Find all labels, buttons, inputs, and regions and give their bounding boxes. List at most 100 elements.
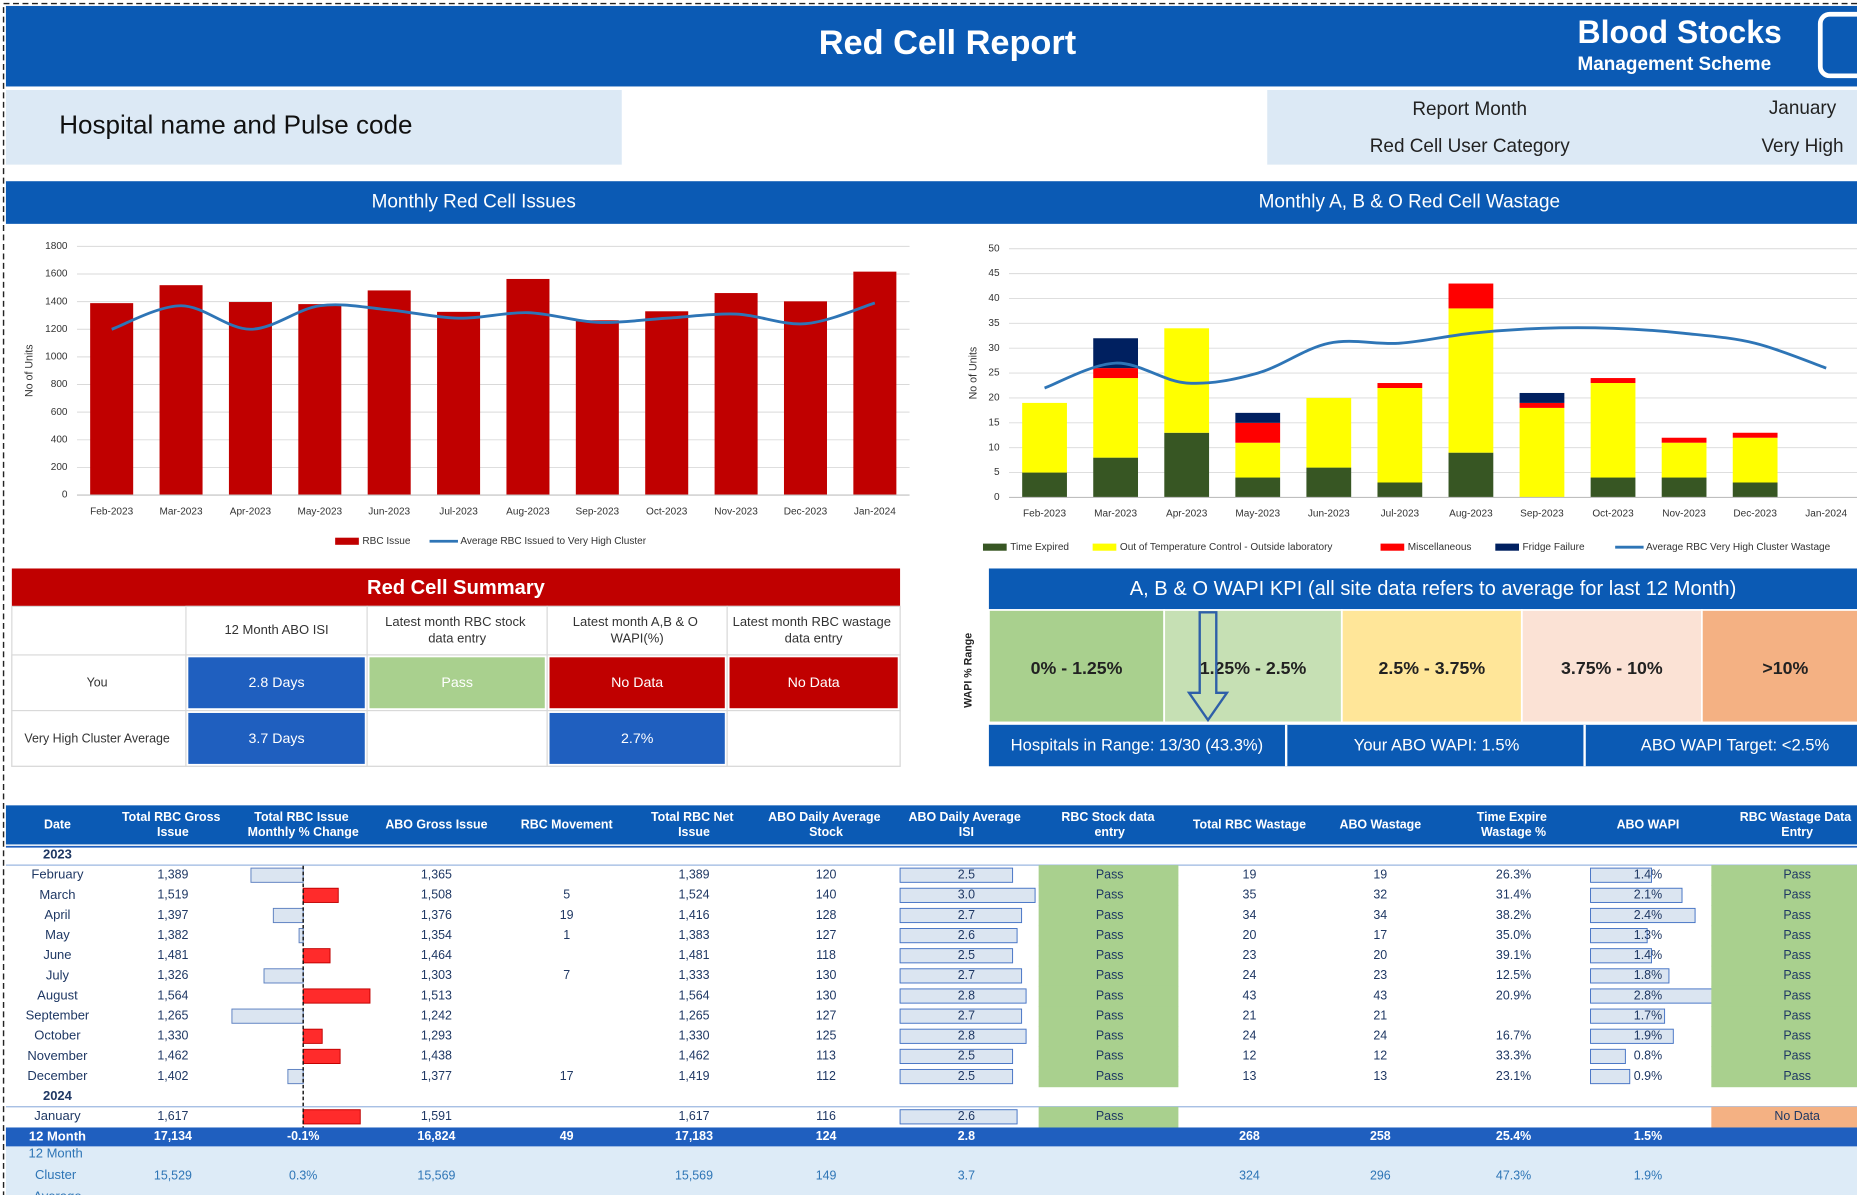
data-bar <box>899 867 1014 883</box>
bar <box>1448 452 1494 498</box>
cell-text: 2.7 <box>958 968 975 982</box>
bar <box>1732 437 1778 483</box>
bar <box>1732 482 1778 498</box>
summary-title: Red Cell Summary <box>367 577 546 599</box>
change-bar <box>298 928 304 944</box>
cell-text: 17,183 <box>675 1129 713 1143</box>
bar <box>1022 472 1067 498</box>
cell-text: 149 <box>816 1168 837 1182</box>
x-tick-label: May-2023 <box>297 506 342 517</box>
table-col-header: Date <box>44 818 71 832</box>
cell-text: 23 <box>1243 948 1257 962</box>
summary-label-cell <box>11 654 187 712</box>
legend-label: Time Expired <box>1010 542 1069 553</box>
cell-text: 17 <box>1373 928 1387 942</box>
data-bar <box>899 887 1036 903</box>
cell-text: 1,617 <box>157 1109 188 1123</box>
cell-text: 127 <box>816 1008 837 1022</box>
cell-text: 19 <box>560 908 574 922</box>
cell-text: 130 <box>816 968 837 982</box>
cell-text: Pass <box>1096 988 1124 1002</box>
cell-text: 15,569 <box>675 1168 713 1182</box>
cell-text: 3.0 <box>958 888 975 902</box>
y-axis-label: No of Units <box>967 347 979 400</box>
bar <box>367 290 411 496</box>
cell-text: 268 <box>1239 1129 1260 1143</box>
bar <box>1093 368 1139 379</box>
x-tick-label: Dec-2023 <box>784 506 828 517</box>
x-tick-label: Aug-2023 <box>1449 509 1493 520</box>
cell-text: 13 <box>1243 1069 1257 1083</box>
kpi-range <box>988 609 1166 724</box>
cell-text: 21 <box>1373 1008 1387 1022</box>
change-bar <box>302 1109 361 1125</box>
cluster-row <box>5 1146 1857 1195</box>
change-bar <box>250 867 304 883</box>
cell-text: 2.8% <box>1634 988 1662 1002</box>
chart-title: Monthly Red Cell Issues <box>372 192 576 213</box>
legend-label: Average RBC Issued to Very High Cluster <box>460 536 646 547</box>
cell-text: 1.9% <box>1634 1029 1662 1043</box>
y-tick-label: 35 <box>988 318 1000 329</box>
cell-text: 128 <box>816 908 837 922</box>
summary-value: Pass <box>441 675 473 691</box>
x-tick-label: Jun-2023 <box>368 506 410 517</box>
data-bar <box>899 1008 1023 1024</box>
summary-value: No Data <box>788 675 840 691</box>
kpi-range-label: 0% - 1.25% <box>1031 658 1123 678</box>
cell-text: 23.1% <box>1496 1069 1531 1083</box>
cell-text: 33.3% <box>1496 1049 1531 1063</box>
cell-text: Pass <box>1783 888 1811 902</box>
kpi-range-label: 2.5% - 3.75% <box>1379 658 1486 678</box>
cell-text: 1,481 <box>157 948 188 962</box>
status-cell <box>1711 1006 1857 1027</box>
summary-cell-fill <box>188 657 365 709</box>
date-label: August <box>37 987 78 1002</box>
table-col-header: Total RBC Wastage <box>1193 818 1306 832</box>
logo-title: Blood Stocks <box>1578 14 1782 50</box>
data-bar <box>899 968 1023 984</box>
summary-value: 3.7 Days <box>249 731 305 747</box>
x-tick-label: Dec-2023 <box>1733 509 1777 520</box>
x-tick-label: Mar-2023 <box>160 506 203 517</box>
status-cell <box>1711 925 1857 947</box>
bar <box>1093 378 1139 458</box>
cell-text: No Data <box>1774 1109 1820 1123</box>
data-bar <box>1590 867 1652 883</box>
cell-text: 1,397 <box>157 908 188 922</box>
kpi-axis-label: WAPI % Range <box>963 633 975 708</box>
cell-text: 1,242 <box>421 1008 452 1022</box>
bar <box>437 311 481 496</box>
cell-text: 1,419 <box>678 1069 709 1083</box>
table-header <box>5 805 1857 845</box>
info-value: Very High <box>1761 136 1843 157</box>
cell-text: 16,824 <box>417 1129 455 1143</box>
x-tick-label: Jul-2023 <box>1381 509 1420 520</box>
kpi-range-label: >10% <box>1762 658 1808 678</box>
bar <box>1448 308 1494 453</box>
change-bar <box>302 948 331 964</box>
cell-text: 1,326 <box>157 968 188 982</box>
cell-text: 15,529 <box>154 1168 192 1182</box>
status-cell <box>1038 1046 1179 1068</box>
cell-text: 324 <box>1239 1168 1260 1182</box>
cell-text: 1,464 <box>421 948 452 962</box>
cell-text: 17,134 <box>154 1129 192 1143</box>
cell-text: 1,617 <box>678 1109 709 1123</box>
cell-text: 1,416 <box>678 908 709 922</box>
cell-text: 3.7 <box>958 1168 975 1182</box>
date-label: September <box>26 1008 90 1023</box>
cell-text: 140 <box>816 888 837 902</box>
cell-text: 1.9% <box>1634 1168 1662 1182</box>
cell-text: 0.8% <box>1634 1049 1662 1063</box>
bar <box>1306 397 1352 468</box>
cell-text: 116 <box>816 1109 836 1123</box>
change-bar <box>302 887 339 903</box>
data-bar <box>899 1068 1014 1085</box>
cell-text: 1,265 <box>157 1008 188 1022</box>
line-series <box>1044 326 1827 390</box>
change-bar <box>263 968 304 984</box>
legend-label: Average RBC Very High Cluster Wastage <box>1646 542 1831 553</box>
cell-text: 16.7% <box>1496 1029 1531 1043</box>
cell-text: 130 <box>816 988 837 1002</box>
